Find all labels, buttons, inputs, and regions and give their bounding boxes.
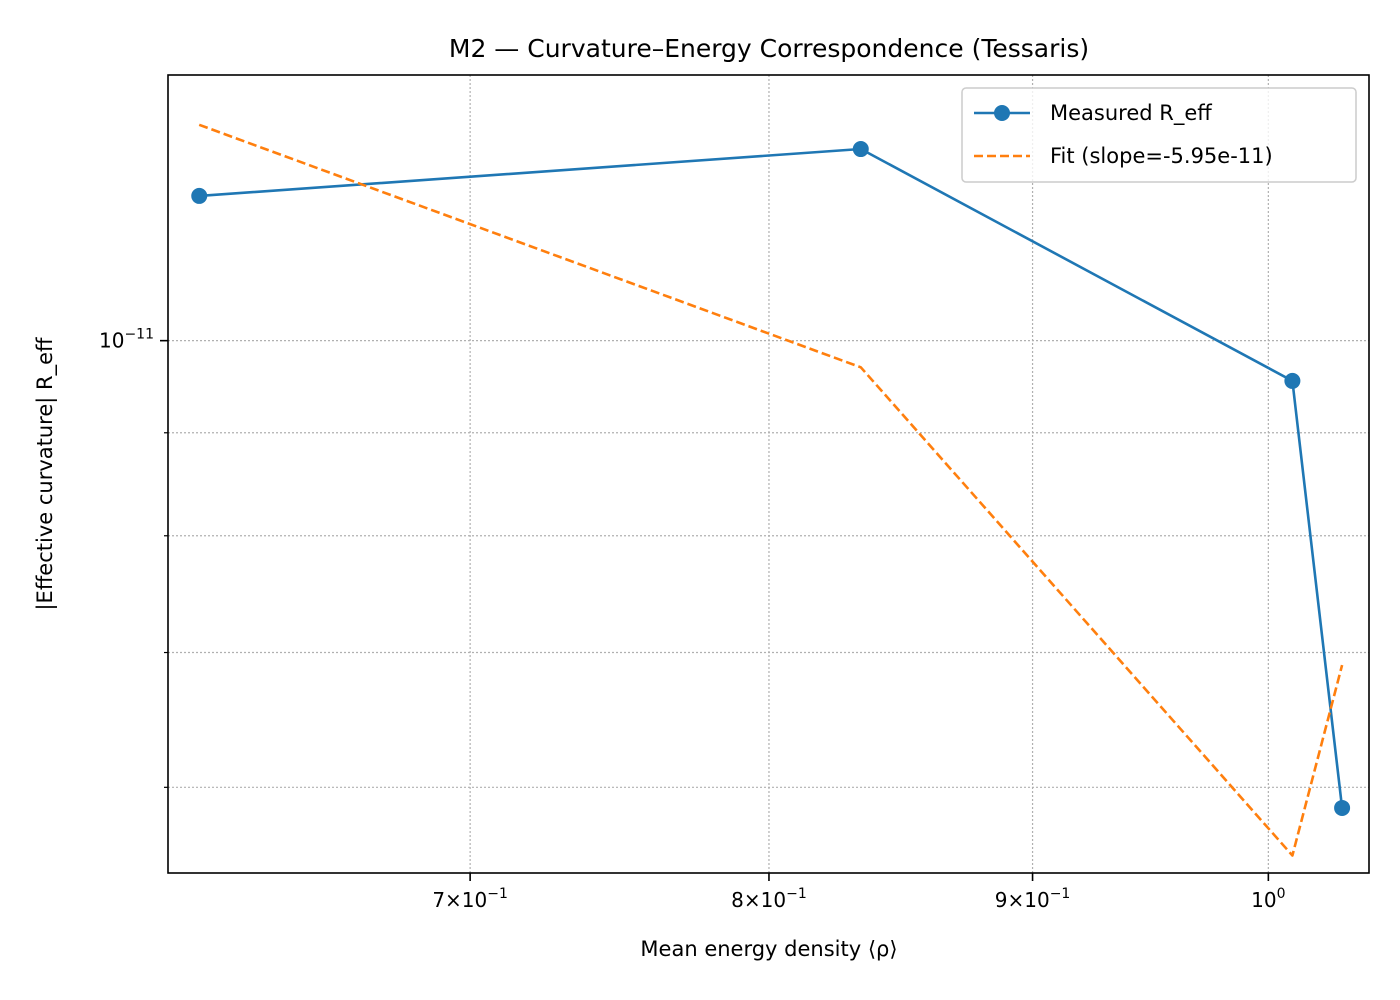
data-point	[191, 187, 208, 204]
x-tick-label: 100	[1251, 886, 1285, 912]
x-axis-title: Mean energy density ⟨ρ⟩	[640, 937, 897, 961]
series-line-0	[199, 147, 1344, 809]
data-point	[1284, 372, 1301, 389]
data-point	[852, 141, 869, 158]
x-tick-label: 7×10−1	[432, 886, 508, 912]
data-point	[1334, 799, 1351, 816]
legend-box	[961, 87, 1357, 183]
ticks: 7×10−1 8×10−1 9×10−1 100 10−11	[99, 327, 1286, 912]
legend-marker-measured	[994, 105, 1010, 121]
legend-label-fit: Fit (slope=-5.95e-11)	[1050, 144, 1273, 168]
series-layer	[191, 123, 1351, 857]
chart-title: M2 — Curvature–Energy Correspondence (Te…	[449, 34, 1089, 63]
y-tick-label: 10−11	[99, 327, 154, 353]
x-tick-label: 8×10−1	[731, 886, 807, 912]
series-line-1	[198, 123, 1344, 857]
x-tick-label: 9×10−1	[995, 886, 1071, 912]
legend: Measured R_eff Fit (slope=-5.95e-11)	[961, 87, 1357, 183]
legend-label-measured: Measured R_eff	[1050, 101, 1212, 126]
grid	[168, 75, 1369, 873]
y-axis-title: |Effective curvature| R_eff	[33, 337, 58, 611]
